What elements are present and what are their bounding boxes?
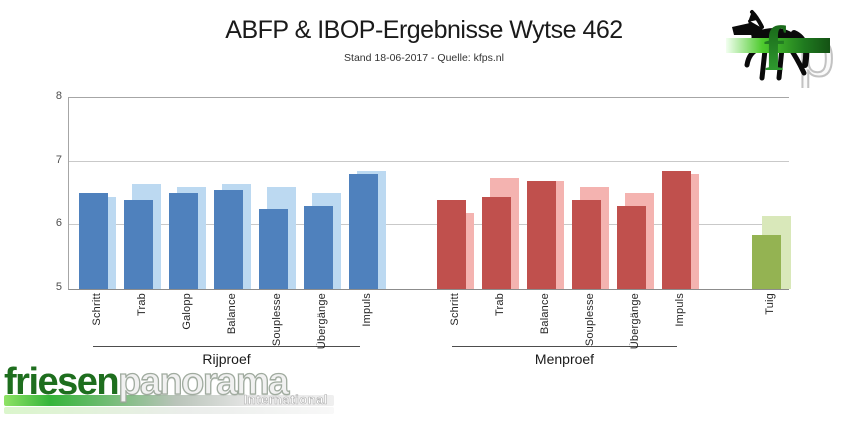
bar-front-trab	[124, 200, 153, 289]
svg-text:f: f	[764, 13, 786, 84]
plot-area	[68, 97, 791, 290]
gridline	[69, 224, 789, 225]
y-axis-tick-label: 5	[55, 281, 62, 293]
logo-gradient-bar-2	[4, 407, 334, 414]
y-axis-tick-label: 8	[55, 90, 62, 102]
horse-icon: p f	[726, 10, 836, 91]
group-label-menproef: Menproef	[534, 351, 595, 367]
category-label-übergänge: Übergänge	[628, 293, 641, 350]
chart-title: ABFP & IBOP-Ergebnisse Wytse 462	[225, 16, 623, 44]
bar-front-schritt	[79, 193, 108, 289]
category-label-schritt: Schritt	[448, 293, 461, 326]
bar-front-tuig	[752, 235, 781, 289]
bar-front-souplesse	[259, 209, 288, 289]
category-label-tuig: Tuig	[763, 293, 776, 315]
friesenpanorama-logo: friesenpanorama International	[4, 360, 336, 421]
category-label-trab: Trab	[135, 293, 148, 317]
fp-horse-logo: p f	[724, 2, 842, 91]
bar-front-übergänge	[617, 206, 646, 289]
bar-front-galopp	[169, 193, 198, 289]
logo-word-panorama: panorama	[117, 360, 289, 403]
logo-wordmark: friesenpanorama	[4, 360, 290, 405]
category-label-balance: Balance	[225, 293, 238, 335]
gridline	[69, 161, 789, 162]
category-label-souplesse: Souplesse	[583, 293, 596, 347]
logo-word-international: International	[243, 392, 328, 408]
logo-word-friesen: friesen	[4, 361, 120, 403]
category-label-souplesse: Souplesse	[270, 293, 283, 347]
category-label-impuls: Impuls	[673, 293, 686, 327]
bar-front-impuls	[349, 174, 378, 289]
category-label-impuls: Impuls	[360, 293, 373, 327]
chart-subtitle: Stand 18-06-2017 - Quelle: kfps.nl	[344, 52, 504, 64]
bar-front-trab	[482, 197, 511, 289]
category-label-übergänge: Übergänge	[315, 293, 328, 350]
group-line-rijproef	[93, 346, 360, 347]
bar-front-souplesse	[572, 200, 601, 289]
category-label-schritt: Schritt	[90, 293, 103, 326]
bar-front-übergänge	[304, 206, 333, 289]
logo-gradient-bar	[4, 395, 334, 406]
y-axis-tick-label: 6	[55, 217, 62, 229]
group-line-menproef	[452, 346, 677, 347]
bar-front-impuls	[662, 171, 691, 289]
bar-front-balance	[527, 181, 556, 289]
group-label-rijproef: Rijproef	[202, 351, 251, 367]
y-axis-tick-label: 7	[55, 154, 62, 166]
category-label-galopp: Galopp	[180, 293, 193, 330]
category-label-trab: Trab	[493, 293, 506, 317]
bar-front-balance	[214, 190, 243, 289]
category-label-balance: Balance	[538, 293, 551, 335]
bar-front-schritt	[437, 200, 466, 289]
